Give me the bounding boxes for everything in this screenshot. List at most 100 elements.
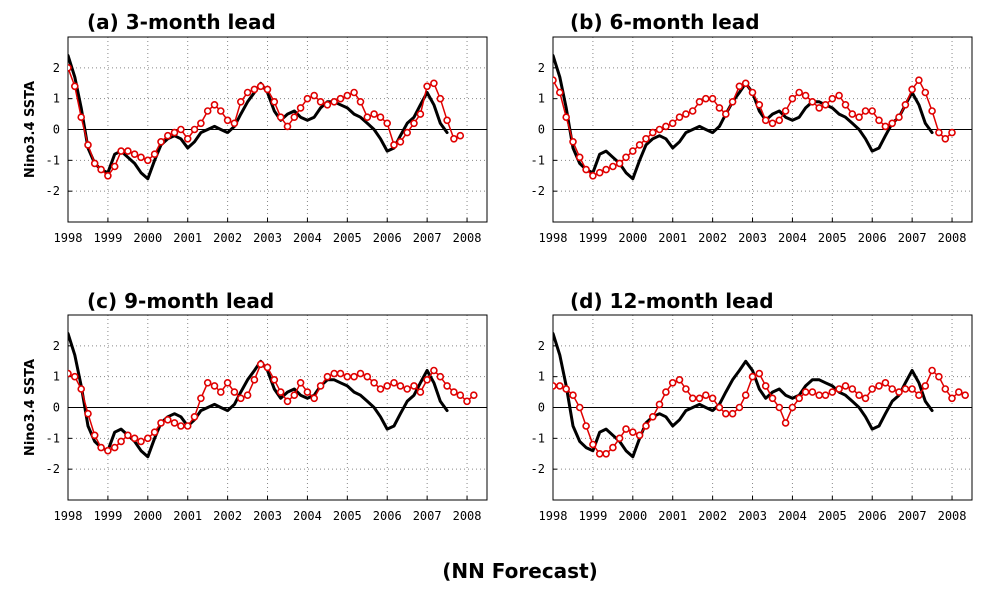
forecast-point (423, 375, 431, 384)
forecast-point (668, 119, 677, 128)
forecast-point (668, 378, 677, 387)
forecast-point (157, 138, 165, 146)
forecast-point (130, 434, 139, 443)
forecast-point (628, 428, 637, 437)
forecast-point (416, 388, 425, 396)
x-tick-label: 2003 (253, 509, 282, 523)
y-tick-label: 1 (538, 92, 545, 106)
x-tick-label: 2008 (453, 231, 482, 245)
forecast-point (430, 366, 438, 375)
x-tick-label: 1999 (93, 231, 122, 245)
forecast-point (336, 369, 345, 378)
y-tick-label: -1 (46, 431, 60, 445)
series-2 (68, 64, 465, 180)
forecast-point (243, 88, 252, 97)
forecast-line (68, 67, 461, 177)
forecast-point (124, 147, 132, 155)
forecast-point (237, 394, 245, 403)
x-tick-label: 2006 (373, 509, 402, 523)
x-tick-label: 2000 (133, 231, 162, 245)
forecast-point (888, 385, 897, 393)
forecast-point (423, 82, 431, 91)
forecast-point (708, 394, 717, 403)
forecast-point (403, 385, 412, 393)
forecast-point (330, 98, 339, 106)
forecast-point (948, 394, 956, 403)
y-tick-label: 0 (538, 123, 545, 137)
forecast-point (410, 382, 418, 390)
forecast-point (935, 372, 943, 381)
forecast-point (416, 110, 425, 118)
forecast-point (256, 360, 265, 369)
forecast-point (104, 446, 112, 455)
forecast-point (276, 113, 285, 121)
forecast-point (788, 94, 797, 103)
forecast-point (450, 135, 458, 143)
x-tick-label: 2001 (658, 509, 687, 523)
forecast-point (582, 165, 590, 174)
forecast-point (323, 101, 332, 109)
forecast-point (801, 388, 810, 396)
forecast-point (755, 101, 764, 109)
forecast-point (775, 403, 784, 412)
x-tick-label: 2000 (133, 509, 162, 523)
x-tick-label: 2005 (333, 231, 362, 245)
forecast-point (741, 79, 750, 88)
forecast-point (941, 385, 950, 393)
forecast-point (835, 91, 843, 100)
forecast-point (602, 449, 610, 458)
forecast-point (230, 119, 239, 128)
x-tick-label: 2007 (413, 509, 442, 523)
forecast-point (695, 394, 704, 403)
forecast-point (569, 391, 577, 400)
forecast-point (68, 369, 72, 378)
forecast-point (363, 372, 372, 381)
forecast-point (795, 88, 804, 97)
forecast-point (935, 128, 943, 137)
y-tick-label: -1 (531, 153, 545, 167)
forecast-point (609, 162, 617, 171)
forecast-point (323, 372, 332, 381)
forecast-point (270, 98, 279, 106)
forecast-point (350, 88, 358, 97)
forecast-point (868, 385, 877, 393)
x-tick-label: 2007 (898, 509, 927, 523)
y-axis-label: Nino3.4 SSTA (23, 359, 38, 456)
forecast-point (562, 385, 571, 393)
forecast-point (941, 135, 950, 143)
forecast-point (210, 382, 219, 390)
forecast-point (263, 85, 272, 94)
forecast-point (901, 385, 910, 393)
forecast-point (642, 422, 650, 430)
x-tick-label: 2005 (333, 509, 362, 523)
y-tick-label: 0 (53, 401, 60, 415)
forecast-point (456, 391, 465, 400)
forecast-point (144, 156, 152, 165)
forecast-point (748, 372, 757, 381)
forecast-point (296, 104, 305, 112)
x-tick-label: 2007 (413, 231, 442, 245)
x-tick-label: 1998 (539, 231, 568, 245)
x-tick-label: 2002 (698, 509, 727, 523)
forecast-point (137, 437, 145, 446)
forecast-point (688, 107, 697, 115)
forecast-point (71, 372, 79, 381)
y-tick-label: -2 (531, 462, 545, 476)
forecast-point (615, 434, 624, 443)
forecast-point (595, 168, 604, 177)
forecast-point (336, 94, 345, 103)
forecast-point (915, 391, 923, 400)
forecast-point (781, 419, 790, 427)
x-tick-label: 2004 (778, 231, 807, 245)
forecast-point (768, 394, 777, 403)
forecast-point (921, 88, 930, 97)
x-tick-label: 2008 (453, 509, 482, 523)
forecast-point (675, 113, 684, 121)
forecast-point (443, 116, 451, 125)
forecast-point (582, 422, 590, 430)
forecast-point (728, 98, 737, 106)
forecast-point (383, 382, 392, 390)
forecast-point (695, 98, 704, 106)
forecast-point (263, 363, 272, 372)
forecast-point (396, 382, 405, 390)
